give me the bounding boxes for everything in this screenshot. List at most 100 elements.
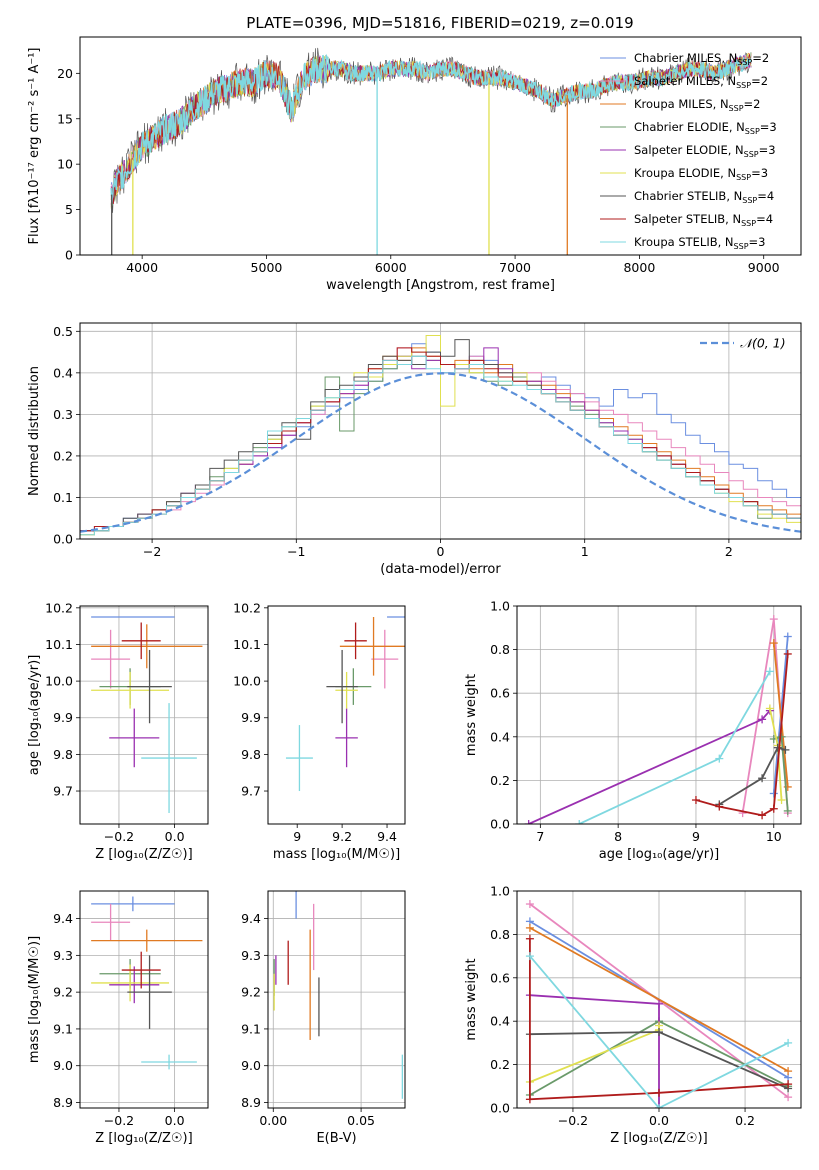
y-axis-label: age [log₁₀(age/yr)] (27, 655, 42, 776)
y-tick-label: 0.6 (490, 686, 510, 701)
axes-frame (79, 36, 802, 256)
legend-suffix: =2 (752, 51, 769, 65)
y-tick-label: 9.9 (241, 710, 261, 725)
y-tick-label: 9.1 (241, 1021, 261, 1036)
panel-residuals: −2 −1 0 1 2 0.0 0.1 0.2 0.3 0.4 0.5 (data-model)/er… (27, 322, 802, 577)
x-axis-label: Z [log₁₀(Z/Z☉)] (95, 1131, 192, 1146)
weight-line (529, 994, 660, 1108)
axes-frame (267, 605, 406, 825)
y-tick-label: 0.0 (490, 1101, 510, 1116)
y-tick-label: 0.8 (490, 927, 510, 942)
x-tick-label: 8 (614, 829, 622, 844)
y-tick-label: 9.2 (53, 985, 73, 1000)
x-tick-label: 0.00 (259, 1113, 287, 1128)
legend-subscript: SSP (736, 173, 751, 182)
plot-area (524, 615, 792, 824)
axes-frame (267, 890, 406, 1109)
x-tick-label: 0.0 (649, 1113, 669, 1128)
legend-suffix: =3 (751, 166, 768, 180)
y-tick-label: 20 (57, 66, 73, 81)
panel-weight_vs_age: 7 8 9 10 0.0 0.2 0.4 0.6 0.8 1.0 age [log₁₀(age/yr… (464, 599, 802, 862)
y-tick-label: 9.7 (53, 784, 73, 799)
legend-label: Chabrier ELODIE, NSSP=3 (634, 120, 777, 136)
y-tick-label: 9.8 (53, 747, 73, 762)
panel-age_vs_Z: −0.2 0.0 9.7 9.8 9.9 10.0 10.1 10.2 Z [log₁₀(Z/Z… (27, 600, 209, 862)
y-tick-label: 9.0 (53, 1058, 73, 1073)
legend-label: 𝒩(0, 1) (740, 336, 786, 351)
x-tick-label: 9000 (748, 260, 780, 275)
panel-weight_vs_Z: −0.2 0.0 0.2 0.0 0.2 0.4 0.6 0.8 1.0 Z [log₁₀(Z/Z… (464, 884, 802, 1146)
x-tick-label: 9.2 (332, 829, 352, 844)
y-tick-label: 0.0 (53, 532, 73, 547)
legend-label: Salpeter MILES, NSSP=2 (634, 74, 768, 90)
y-tick-label: 10.0 (233, 674, 261, 689)
x-tick-label: 7 (536, 829, 544, 844)
weight-line (772, 643, 789, 787)
y-tick-label: 0.5 (53, 324, 73, 339)
weight-line (578, 670, 771, 824)
x-tick-label: 0 (437, 544, 445, 559)
x-tick-label: 10 (766, 829, 782, 844)
y-tick-label: 0.2 (490, 773, 510, 788)
x-tick-label: −1 (287, 544, 305, 559)
gaussian-curve (80, 372, 801, 533)
x-axis-label: E(B-V) (316, 1131, 356, 1146)
y-axis-label: Flux [fλ10⁻¹⁷ erg cm⁻² s⁻¹ A⁻¹] (27, 48, 42, 245)
weight-line (529, 927, 789, 1072)
x-axis-label: mass [log₁₀(M/M☉)] (273, 847, 400, 862)
legend-subscript: SSP (736, 81, 751, 90)
axes-frame (79, 322, 802, 540)
x-tick-label: 8000 (623, 260, 655, 275)
axes-frame (516, 605, 802, 825)
y-tick-label: 0.4 (490, 1014, 510, 1029)
y-tick-label: 0.8 (490, 642, 510, 657)
legend-suffix: =3 (760, 120, 777, 134)
x-axis-label: age [log₁₀(age/yr)] (599, 847, 720, 862)
weight-line (528, 710, 771, 824)
plot-area (110, 47, 752, 255)
y-tick-label: 9.0 (241, 1058, 261, 1073)
y-tick-label: 10.0 (45, 674, 73, 689)
x-axis-label: (data-model)/error (380, 562, 501, 577)
y-tick-label: 10.2 (45, 600, 73, 615)
plot-area (525, 900, 793, 1108)
y-tick-label: 9.1 (53, 1021, 73, 1036)
y-tick-label: 10.2 (233, 600, 261, 615)
legend-subscript: SSP (744, 150, 759, 159)
y-tick-label: 8.9 (241, 1095, 261, 1110)
y-axis-label: mass weight (464, 674, 479, 756)
legend: 𝒩(0, 1) (700, 336, 786, 351)
y-tick-label: 0.4 (490, 729, 510, 744)
y-tick-label: 0.2 (490, 1057, 510, 1072)
x-axis-label: Z [log₁₀(Z/Z☉)] (610, 1131, 707, 1146)
y-tick-label: 9.3 (241, 948, 261, 963)
legend-subscript: SSP (734, 242, 749, 251)
axes-frame (79, 890, 209, 1109)
panel-spectrum: 4000 5000 6000 7000 8000 9000 0 5 10 15 20 waveleng… (27, 36, 802, 293)
x-tick-label: 2 (725, 544, 733, 559)
y-axis-label: mass weight (464, 958, 479, 1040)
y-tick-label: 0 (65, 248, 73, 263)
histogram-step (80, 355, 801, 536)
legend-subscript: SSP (742, 196, 757, 205)
x-tick-label: 9 (293, 829, 301, 844)
legend: Chabrier MILES, NSSP=2 Salpeter MILES, NS… (600, 51, 777, 251)
y-tick-label: 9.3 (53, 948, 73, 963)
y-tick-label: 9.9 (53, 710, 73, 725)
legend-subscript: SSP (737, 58, 752, 67)
x-tick-label: 5000 (251, 260, 283, 275)
plot-area (80, 335, 801, 536)
y-tick-label: 10.1 (233, 637, 261, 652)
axes-frame (516, 890, 802, 1109)
y-tick-label: 9.7 (241, 784, 261, 799)
y-tick-label: 0.1 (53, 490, 73, 505)
legend-label: Kroupa MILES, NSSP=2 (634, 97, 760, 113)
x-tick-label: 0.2 (735, 1113, 755, 1128)
legend-label: Chabrier MILES, NSSP=2 (634, 51, 769, 67)
legend-suffix: =3 (749, 235, 766, 249)
legend-subscript: SSP (729, 104, 744, 113)
legend-suffix: =4 (756, 212, 773, 226)
y-axis-label: mass [log₁₀(M/M☉)] (27, 936, 42, 1063)
y-tick-label: 1.0 (490, 599, 510, 614)
x-tick-label: −0.2 (558, 1113, 588, 1128)
